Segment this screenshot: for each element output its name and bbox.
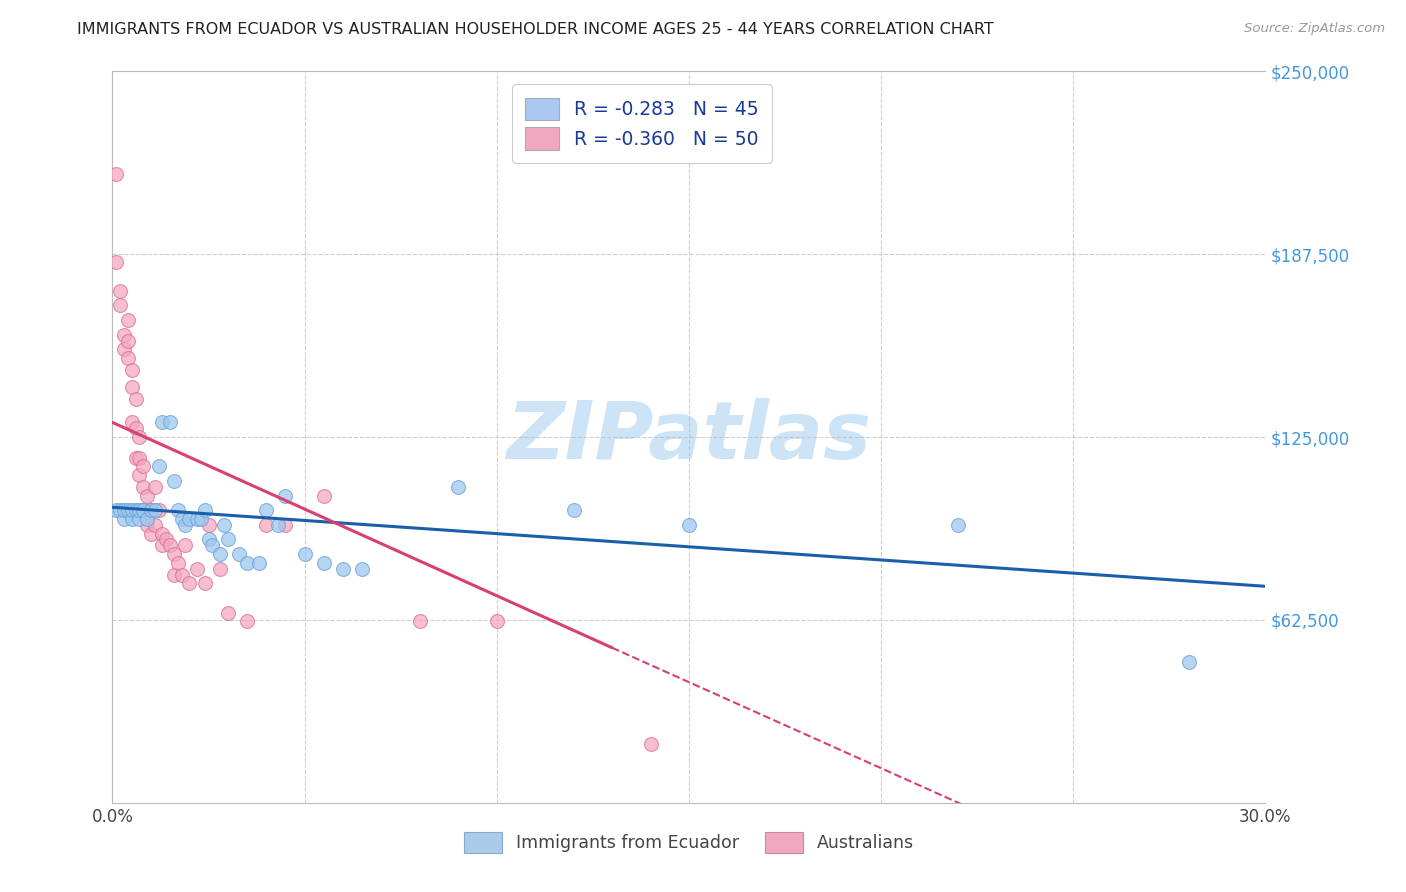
Point [312,489,335,503]
Point [112,327,135,342]
Point [174,517,197,532]
Point [121,512,143,526]
Point [562,503,585,517]
Point [108,503,131,517]
Point [352,562,374,576]
Point [332,562,354,576]
Point [209,547,232,561]
Text: Source: ZipAtlas.com: Source: ZipAtlas.com [1244,22,1385,36]
Point [112,343,135,357]
Point [152,526,174,541]
Point [128,503,150,517]
Point [209,562,232,576]
Point [128,430,150,444]
Point [108,284,131,298]
Point [174,538,197,552]
Point [124,503,146,517]
Point [136,512,159,526]
Text: IMMIGRANTS FROM ECUADOR VS AUSTRALIAN HOUSEHOLDER INCOME AGES 25 - 44 YEARS CORR: IMMIGRANTS FROM ECUADOR VS AUSTRALIAN HO… [77,22,994,37]
Point [217,606,239,620]
Legend: Immigrants from Ecuador, Australians: Immigrants from Ecuador, Australians [457,825,921,860]
Point [128,468,150,483]
Point [166,556,188,570]
Point [163,567,186,582]
Point [201,538,224,552]
Point [217,533,239,547]
Point [112,512,135,526]
Point [148,459,170,474]
Point [179,576,201,591]
Point [212,517,235,532]
Point [105,167,128,181]
Point [121,503,143,517]
Point [274,489,297,503]
Point [124,450,146,465]
Point [136,517,159,532]
Point [132,503,155,517]
Point [312,556,335,570]
Point [186,562,208,576]
Point [124,421,146,435]
Point [254,517,277,532]
Point [1177,656,1199,670]
Point [143,480,166,494]
Point [159,538,181,552]
Point [179,512,201,526]
Point [170,512,193,526]
Point [132,480,155,494]
Point [143,517,166,532]
Point [152,538,174,552]
Point [640,737,662,751]
Point [186,512,208,526]
Point [117,503,139,517]
Point [197,517,219,532]
Point [121,363,143,377]
Point [159,416,181,430]
Point [267,517,290,532]
Point [447,480,470,494]
Point [254,503,277,517]
Point [228,547,250,561]
Point [197,533,219,547]
Point [132,503,155,517]
Point [143,503,166,517]
Point [194,503,217,517]
Point [139,503,162,517]
Point [409,615,432,629]
Point [946,517,969,532]
Point [148,503,170,517]
Point [236,615,259,629]
Point [274,517,297,532]
Point [139,503,162,517]
Point [190,512,212,526]
Point [152,416,174,430]
Point [139,526,162,541]
Point [112,503,135,517]
Point [124,392,146,406]
Point [247,556,270,570]
Point [678,517,700,532]
Point [485,615,508,629]
Point [117,334,139,348]
Point [117,351,139,365]
Point [163,474,186,488]
Point [170,567,193,582]
Point [105,254,128,268]
Point [236,556,259,570]
Point [108,298,131,312]
Point [294,547,316,561]
Point [132,459,155,474]
Text: ZIPatlas: ZIPatlas [506,398,872,476]
Point [155,533,177,547]
Point [166,503,188,517]
Point [121,380,143,394]
Point [128,512,150,526]
Point [194,576,217,591]
Point [121,416,143,430]
Point [163,547,186,561]
Point [128,450,150,465]
Point [136,489,159,503]
Point [105,503,128,517]
Point [117,313,139,327]
